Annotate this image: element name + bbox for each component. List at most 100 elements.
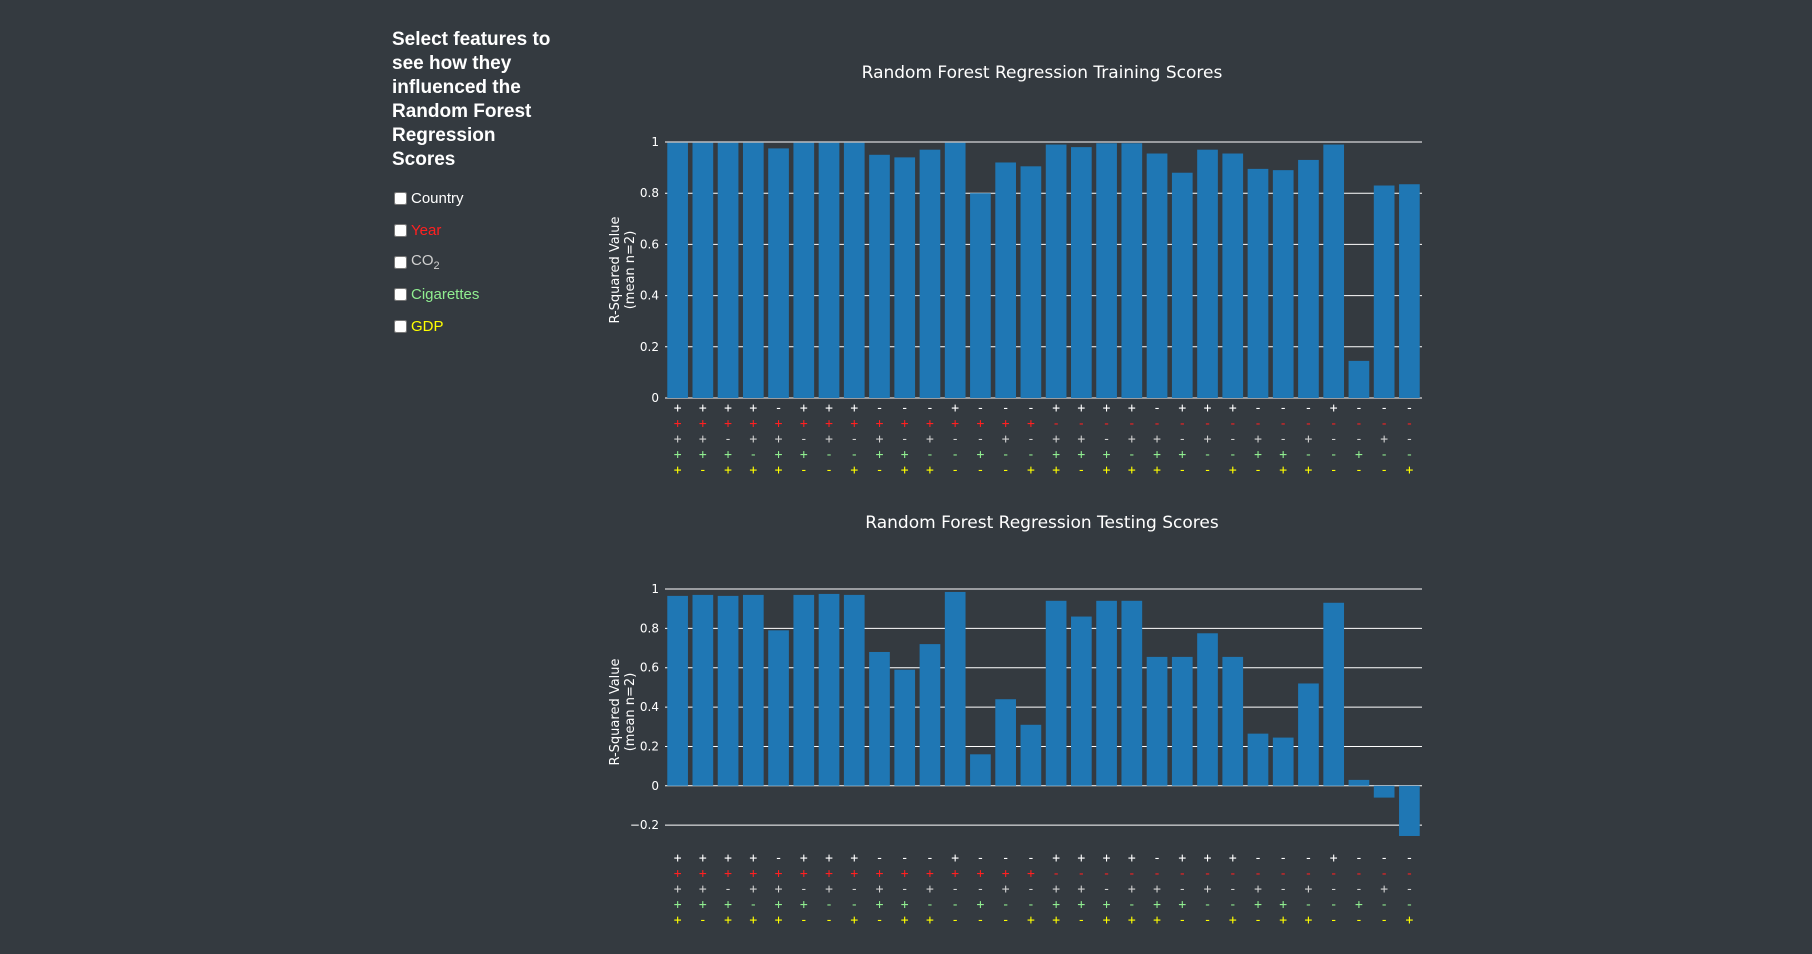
score-bar[interactable] [742, 142, 764, 398]
feature-sign: - [800, 913, 808, 928]
score-bar[interactable] [919, 644, 941, 786]
feature-option-year[interactable]: Year [392, 214, 562, 246]
feature-sign: - [1153, 867, 1161, 882]
score-bar[interactable] [793, 594, 815, 786]
score-bar[interactable] [1171, 172, 1193, 398]
score-bar[interactable] [1096, 600, 1117, 786]
feature-sign: - [800, 432, 808, 447]
feature-sign: + [724, 401, 732, 416]
feature-sign: + [1002, 867, 1010, 882]
score-bar[interactable] [1121, 143, 1143, 398]
feature-checkbox-gdp[interactable] [394, 319, 407, 333]
score-bar[interactable] [692, 594, 714, 786]
score-bar[interactable] [1071, 616, 1092, 786]
feature-checkbox-country[interactable] [394, 191, 407, 205]
score-bar[interactable] [1020, 724, 1042, 786]
score-bar[interactable] [1071, 147, 1092, 398]
score-bar[interactable] [1272, 737, 1294, 786]
score-bar[interactable] [667, 595, 688, 786]
feature-sign: + [1229, 463, 1237, 478]
feature-option-cigarettes[interactable]: Cigarettes [392, 278, 562, 310]
score-bar[interactable] [793, 142, 815, 398]
feature-sign: + [876, 882, 884, 897]
feature-sign: + [1077, 432, 1085, 447]
score-bar[interactable] [1171, 656, 1193, 786]
feature-sign: + [1229, 913, 1237, 928]
score-bar[interactable] [717, 142, 739, 398]
score-bar[interactable] [1272, 170, 1294, 398]
feature-sign: + [749, 463, 757, 478]
score-bar[interactable] [995, 162, 1016, 398]
score-bar[interactable] [995, 699, 1016, 786]
score-bar[interactable] [1222, 656, 1244, 786]
feature-checkbox-co[interactable] [394, 255, 407, 269]
score-bar[interactable] [818, 142, 840, 398]
feature-sign: - [850, 898, 858, 913]
score-bar[interactable] [1373, 785, 1395, 798]
score-bar[interactable] [919, 149, 941, 398]
score-bar[interactable] [894, 157, 916, 398]
score-bar[interactable] [768, 148, 789, 398]
feature-sign: + [977, 867, 985, 882]
feature-checkbox-cigarettes[interactable] [394, 287, 407, 301]
score-bar[interactable] [1020, 166, 1042, 398]
score-bar[interactable] [843, 594, 865, 786]
score-bar[interactable] [1096, 143, 1117, 398]
score-bar[interactable] [818, 593, 840, 786]
score-bar[interactable] [1399, 184, 1420, 398]
score-bar[interactable] [1197, 633, 1218, 786]
score-bar[interactable] [768, 630, 789, 786]
score-bar[interactable] [1121, 600, 1143, 786]
score-bar[interactable] [1222, 153, 1244, 398]
feature-checkbox-year[interactable] [394, 223, 407, 237]
feature-sign: + [1380, 432, 1388, 447]
feature-option-co[interactable]: CO2 [392, 246, 562, 278]
feature-sign: - [977, 463, 985, 478]
score-bar[interactable] [1348, 360, 1370, 398]
score-bar[interactable] [1298, 683, 1319, 786]
feature-sign: - [1380, 867, 1388, 882]
feature-sign: + [1077, 851, 1085, 866]
score-bar[interactable] [894, 669, 916, 786]
feature-sign: + [800, 867, 808, 882]
feature-sign: - [1027, 882, 1035, 897]
score-bar[interactable] [944, 142, 966, 398]
feature-sign: + [901, 913, 909, 928]
score-bar[interactable] [1323, 602, 1345, 786]
feature-sign: + [674, 432, 682, 447]
feature-sign: + [825, 882, 833, 897]
score-bar[interactable] [717, 595, 739, 786]
score-bar[interactable] [1247, 733, 1269, 786]
score-bar[interactable] [1373, 185, 1395, 398]
score-bar[interactable] [1146, 656, 1168, 786]
score-bar[interactable] [1045, 144, 1067, 398]
score-bar[interactable] [692, 142, 714, 398]
score-bar[interactable] [1045, 600, 1067, 786]
score-bar[interactable] [869, 154, 890, 398]
score-bar[interactable] [944, 591, 966, 786]
score-bar[interactable] [970, 754, 991, 786]
feature-option-country[interactable]: Country [392, 182, 562, 214]
score-bar[interactable] [667, 142, 688, 398]
feature-sign: - [1128, 898, 1136, 913]
score-bar[interactable] [1197, 149, 1218, 398]
score-bar[interactable] [1348, 779, 1370, 786]
feature-label-subscript: 2 [433, 260, 440, 272]
score-bar[interactable] [869, 651, 890, 786]
score-bar[interactable] [1247, 168, 1269, 398]
score-bar[interactable] [742, 594, 764, 786]
score-bar[interactable] [1146, 153, 1168, 398]
feature-sign: - [1305, 851, 1313, 866]
feature-sign: - [1027, 898, 1035, 913]
feature-sign: - [775, 851, 783, 866]
feature-sign: + [724, 851, 732, 866]
score-bar[interactable] [1323, 144, 1345, 398]
feature-sign: - [1279, 867, 1287, 882]
score-bar[interactable] [1298, 159, 1319, 398]
feature-sign: - [800, 882, 808, 897]
score-bar[interactable] [843, 142, 865, 398]
score-bar[interactable] [1399, 785, 1420, 836]
score-bar[interactable] [970, 193, 991, 398]
feature-sign: + [1279, 913, 1287, 928]
feature-option-gdp[interactable]: GDP [392, 310, 562, 342]
